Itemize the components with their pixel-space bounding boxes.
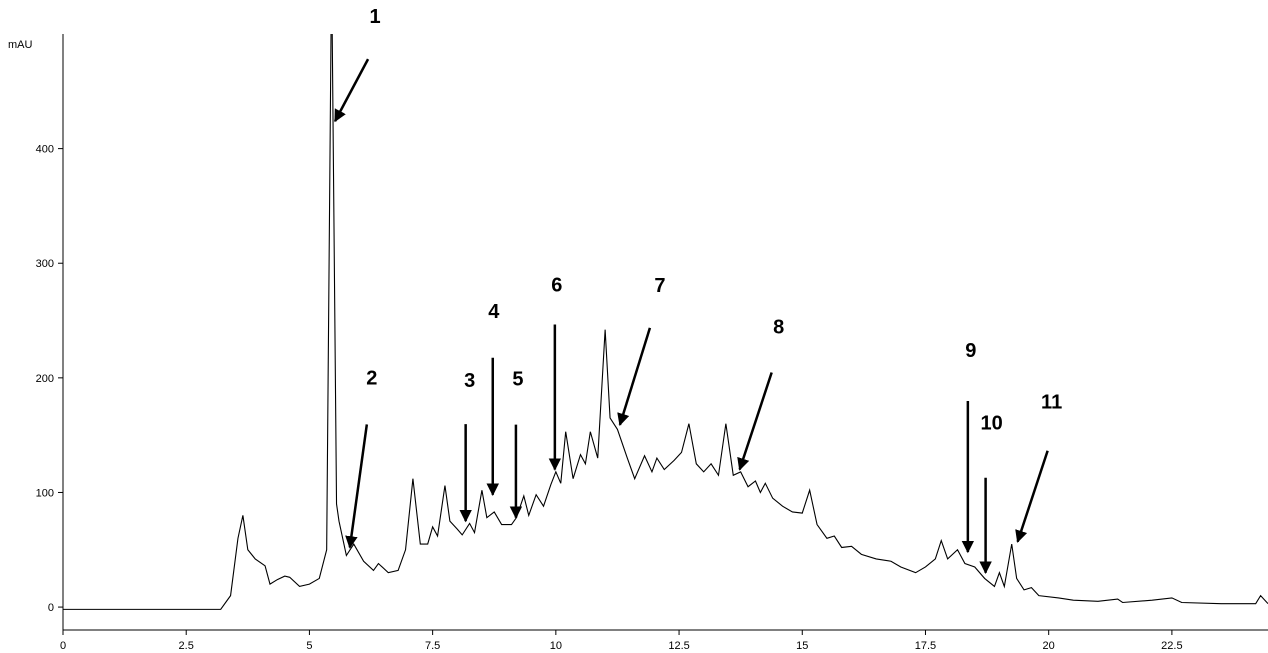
annotation-arrow <box>1015 450 1049 543</box>
x-tick-label: 15 <box>796 640 808 652</box>
y-tick-label: 400 <box>36 144 54 156</box>
annotation-label: 4 <box>488 301 500 323</box>
y-tick-label: 0 <box>48 602 54 614</box>
annotation-label: 2 <box>366 367 377 389</box>
annotation-arrow <box>333 58 370 123</box>
annotation-label: 9 <box>965 340 976 362</box>
x-tick-label: 22.5 <box>1161 640 1182 652</box>
annotation-label: 11 <box>1041 392 1062 414</box>
annotation-arrow <box>737 372 773 471</box>
y-tick-label: 100 <box>36 487 54 499</box>
annotation-label: 5 <box>512 369 523 391</box>
x-tick-label: 2.5 <box>179 640 194 652</box>
x-tick-label: 0 <box>60 640 66 652</box>
y-tick-label: 300 <box>36 258 54 270</box>
annotation-label: 3 <box>464 370 475 392</box>
annotation-label: 7 <box>654 275 665 297</box>
x-tick-label: 10 <box>550 640 562 652</box>
x-tick-label: 7.5 <box>425 640 440 652</box>
chromatogram-line <box>63 34 1268 610</box>
annotation-arrow <box>345 424 369 549</box>
x-tick-label: 5 <box>306 640 312 652</box>
annotation-label: 1 <box>369 6 380 28</box>
x-tick-label: 17.5 <box>915 640 936 652</box>
x-tick-label: 12.5 <box>668 640 689 652</box>
y-tick-label: 200 <box>36 373 54 385</box>
x-tick-label: 20 <box>1043 640 1055 652</box>
annotation-label: 10 <box>980 413 1002 435</box>
annotation-arrow <box>617 327 652 427</box>
annotation-label: 6 <box>551 275 562 297</box>
y-axis-label: mAU <box>8 39 33 51</box>
annotation-label: 8 <box>773 317 784 339</box>
